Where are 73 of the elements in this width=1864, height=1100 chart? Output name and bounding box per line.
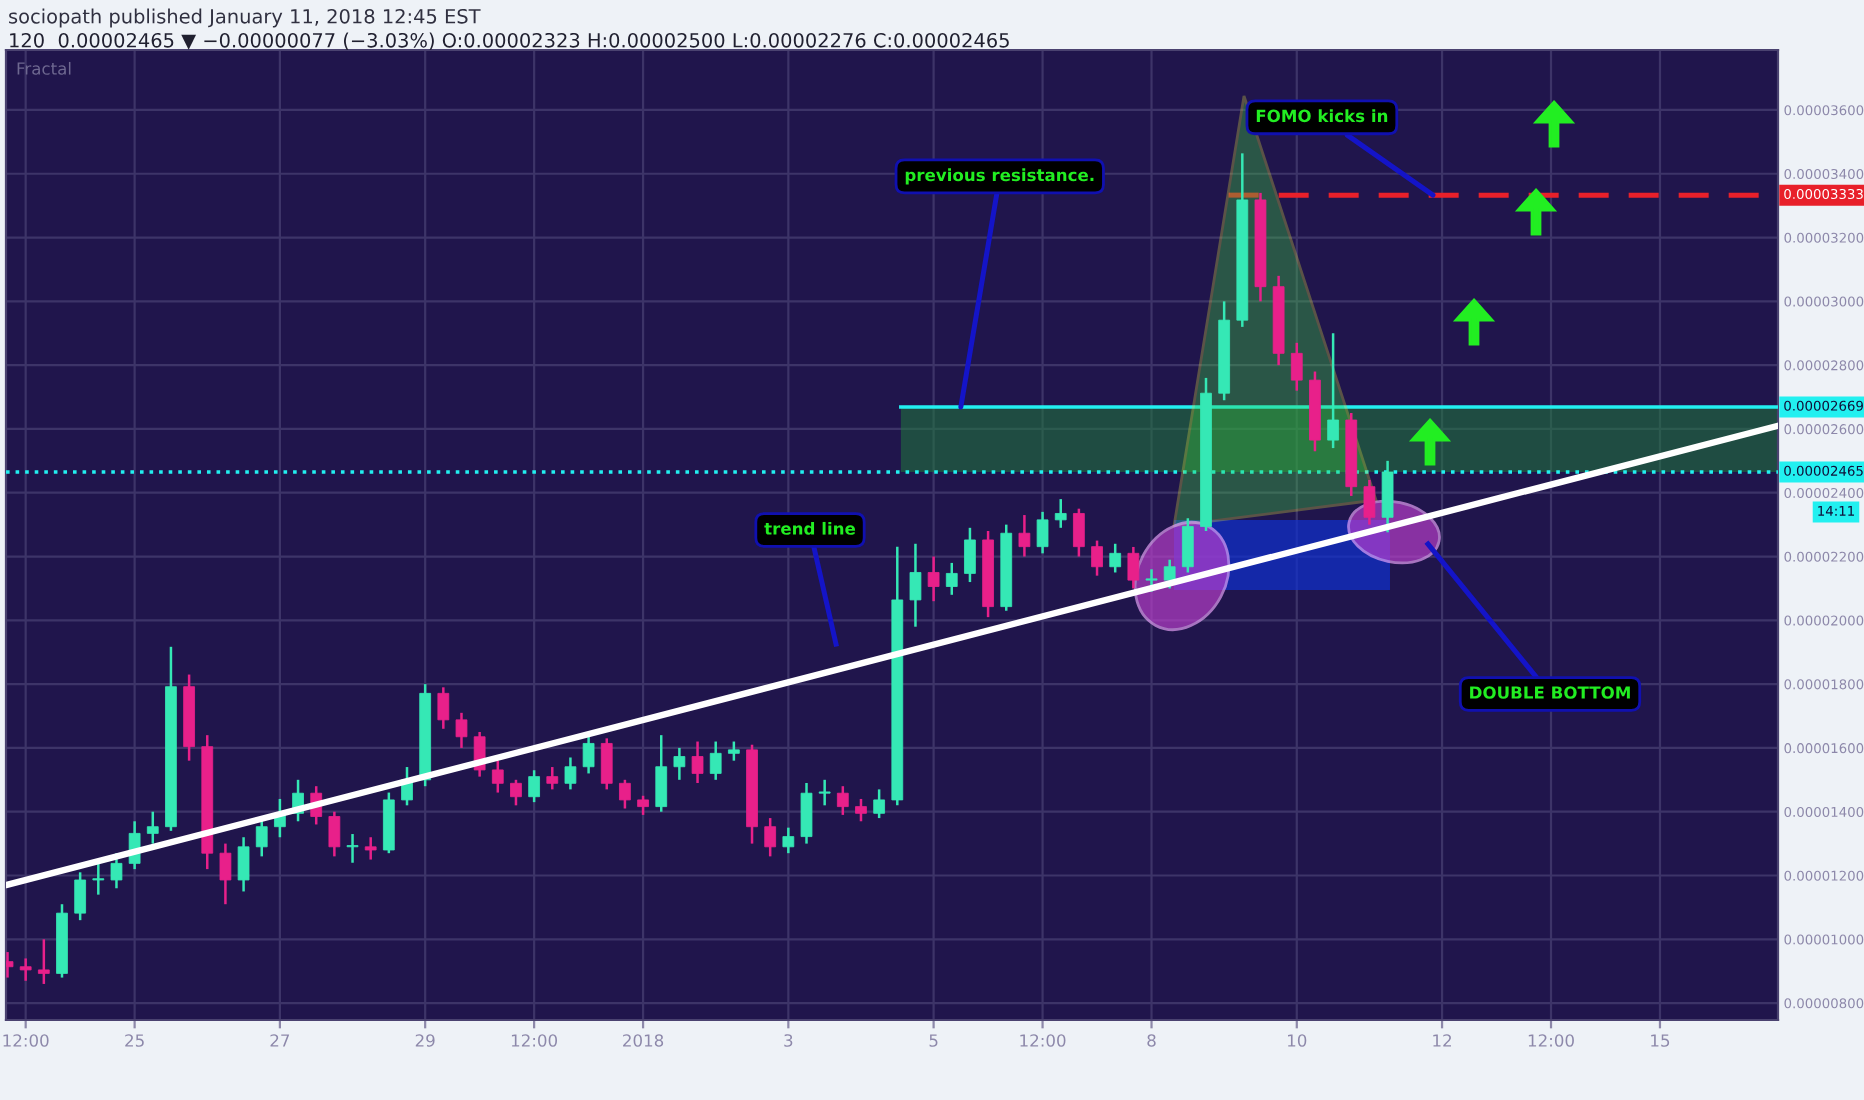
x-tick-label: 12:00 [1528, 1034, 1574, 1047]
candlestick [146, 810, 159, 845]
candlestick [19, 957, 32, 983]
candlestick [1073, 507, 1085, 558]
x-tick-label: 25 [125, 1034, 144, 1047]
x-tick-label: 12 [1433, 1034, 1451, 1047]
x-tick-label: 15 [1651, 1034, 1670, 1047]
candlestick [836, 784, 849, 817]
x-tick-label: 12:00 [511, 1034, 558, 1047]
x-tick-label: 10 [1288, 1034, 1307, 1047]
chart-title: sociopath published January 11, 2018 12:45 EST [9, 8, 481, 28]
candlestick [1290, 341, 1303, 392]
candlestick [655, 733, 668, 813]
candlestick [909, 542, 922, 628]
candlestick [673, 746, 686, 782]
candlestick [582, 733, 595, 775]
candlestick [637, 794, 649, 817]
candlestick [510, 778, 522, 807]
candlestick [1181, 517, 1194, 574]
candlestick [855, 797, 867, 823]
candlestick [600, 737, 613, 791]
annotation: trend line [764, 521, 856, 535]
annotation: previous resistance. [905, 168, 1094, 185]
candlestick [1018, 513, 1031, 558]
candlestick [927, 555, 940, 603]
chart-subtitle: 120 0.00002465 ▼ −0.00000077 (−3.03%) O:0.00002323 H:0.00002500 L:0.00002276 C:0.00002465 [10, 32, 1009, 50]
candlestick [437, 686, 450, 731]
candlestick [873, 788, 886, 820]
candlestick [1363, 478, 1376, 526]
x-tick-label: 27 [270, 1034, 290, 1047]
candlestick [945, 561, 958, 597]
annotation: Fractal [17, 61, 71, 75]
candlestick [455, 711, 468, 750]
candlestick [1381, 459, 1394, 534]
candlestick [1036, 510, 1049, 555]
candlestick [546, 765, 559, 791]
candlestick [255, 816, 268, 858]
candlestick [328, 810, 341, 858]
candlestick [728, 740, 740, 762]
candlestick [782, 826, 795, 855]
candlestick [1145, 568, 1158, 593]
candlestick [1327, 332, 1339, 450]
annotation: FOMO kicks in [1256, 109, 1388, 123]
candlestick [964, 526, 976, 584]
candlestick [528, 768, 540, 804]
candlestick [74, 871, 87, 922]
candlestick [800, 781, 813, 845]
x-tick-label: 5 [929, 1034, 938, 1047]
candlestick [709, 740, 722, 782]
candlestick [1054, 497, 1067, 530]
candlestick [491, 759, 504, 794]
x-tick-label: 3 [784, 1034, 793, 1047]
candlestick [1091, 539, 1103, 577]
x-tick-label: 29 [415, 1034, 435, 1047]
candlestick [619, 778, 631, 810]
x-tick-label: 12:00 [3, 1034, 49, 1047]
candlestick [818, 778, 831, 807]
x-tick-label: 12:00 [1020, 1034, 1066, 1047]
candlestick [1109, 542, 1122, 574]
candlestick [219, 842, 232, 906]
candlestick [1127, 545, 1140, 590]
candlestick [237, 835, 250, 893]
candlestick [92, 861, 105, 896]
candlestick [564, 756, 577, 791]
candlestick [764, 816, 777, 858]
x-tick-label: 2018 [623, 1034, 664, 1047]
annotation: DOUBLE BOTTOM [1470, 686, 1630, 699]
candlestick [691, 740, 704, 785]
candlestick [37, 938, 50, 986]
x-tick-label: 8 [1147, 1034, 1156, 1047]
candlestick [1163, 558, 1176, 590]
candlestick [346, 832, 359, 864]
candlestick [364, 835, 377, 861]
